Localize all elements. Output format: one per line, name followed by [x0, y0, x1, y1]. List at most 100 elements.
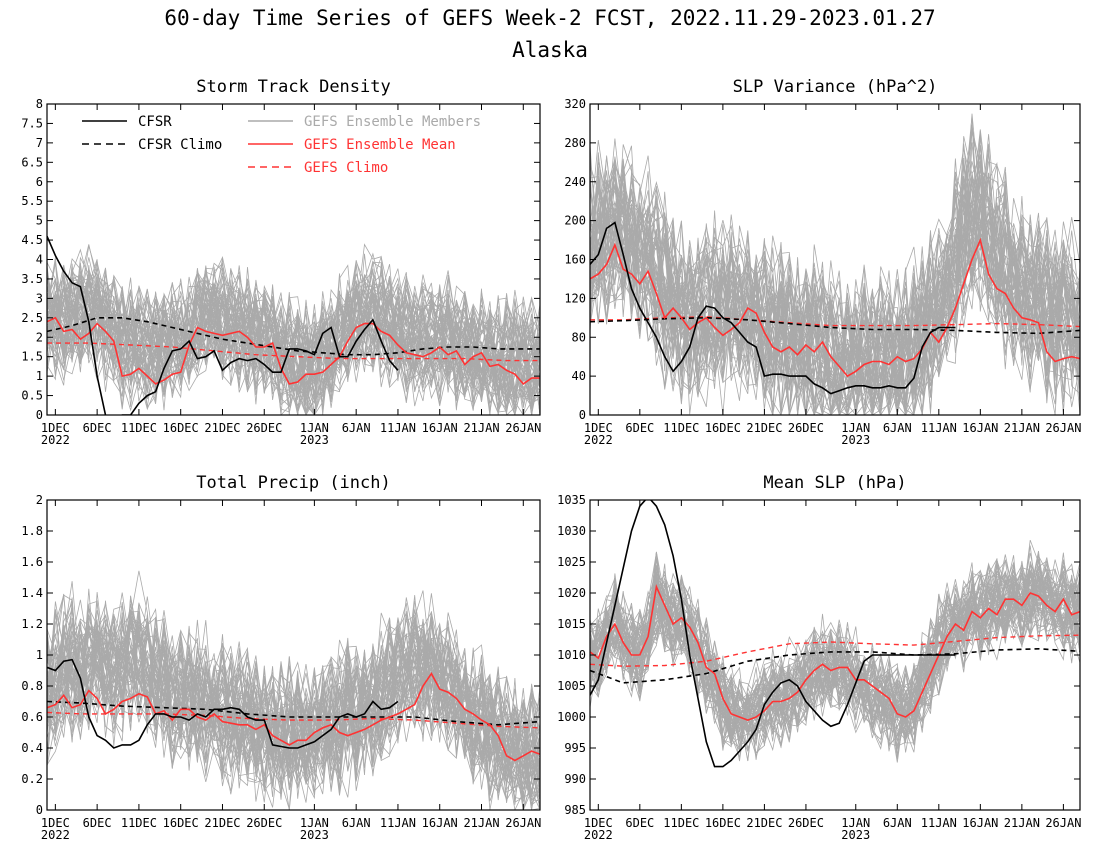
ensemble-member-line: [590, 172, 1080, 415]
y-tick-label: 240: [564, 175, 586, 189]
ensemble-member-line: [590, 563, 1080, 746]
x-tick-label: 26DEC: [246, 816, 282, 830]
y-tick-label: 0.6: [21, 710, 43, 724]
ensemble-member-line: [47, 263, 540, 415]
ensemble-member-line: [590, 154, 1080, 415]
y-tick-label: 280: [564, 136, 586, 150]
x-tick-year-label: 2023: [300, 828, 329, 842]
x-tick-label: 26DEC: [788, 421, 824, 435]
y-tick-label: 1025: [557, 555, 586, 569]
ensemble-member-line: [590, 561, 1080, 751]
x-tick-label: 6DEC: [83, 421, 112, 435]
ensemble-member-line: [47, 600, 540, 788]
y-tick-label: 5: [36, 214, 43, 228]
y-tick-label: 5.5: [21, 194, 43, 208]
y-tick-label: 1.6: [21, 555, 43, 569]
y-tick-label: 1030: [557, 524, 586, 538]
ensemble-members: [590, 113, 1080, 415]
panels: Storm Track Density 0 0.5 1 1.5 2 2.5 3 3.5 4 4.5 5…: [21, 77, 1081, 842]
y-tick-label: 1: [36, 648, 43, 662]
x-tick-label: 1DEC: [41, 816, 70, 830]
y-tick-label: 0.2: [21, 772, 43, 786]
ensemble-member-line: [590, 560, 1080, 751]
x-tick-label: 21DEC: [746, 816, 782, 830]
x-tick-label: 1DEC: [584, 421, 613, 435]
ensemble-member-line: [590, 563, 1080, 735]
y-tick-label: 6.5: [21, 155, 43, 169]
y-tick-label: 4: [36, 253, 43, 267]
figure-subtitle: Alaska: [512, 38, 588, 62]
x-tick-label: 16JAN: [422, 421, 458, 435]
x-tick-label: 1JAN: [841, 816, 870, 830]
series-gefs-ensemble-mean: [590, 237, 1080, 378]
series-gefs-ensemble-mean: [47, 672, 540, 762]
ensemble-member-line: [47, 269, 540, 410]
y-tick-label: 1020: [557, 586, 586, 600]
ensemble-members: [590, 539, 1080, 763]
ensemble-member-line: [47, 609, 540, 810]
legend-label-members: GEFS Ensemble Members: [304, 114, 481, 130]
y-tick-label: 4.5: [21, 233, 43, 247]
ensemble-member-line: [47, 265, 540, 415]
x-tick-label: 6JAN: [342, 816, 371, 830]
y-tick-label: 1005: [557, 679, 586, 693]
x-tick-year-label: 2023: [841, 433, 870, 447]
series-gefs-ensemble-mean: [590, 584, 1080, 721]
legend-label-cfsr-climo: CFSR Climo: [138, 137, 222, 153]
y-tick-label: 0.4: [21, 741, 43, 755]
series-cfsr: [47, 235, 399, 415]
x-tick-label: 11DEC: [663, 421, 699, 435]
x-tick-label: 26JAN: [505, 421, 541, 435]
x-tick-label: 1JAN: [300, 421, 329, 435]
legend-label-gefs-climo: GEFS Climo: [304, 160, 388, 176]
x-tick-label: 26DEC: [246, 421, 282, 435]
y-tick-label: 120: [564, 291, 586, 305]
x-tick-label: 16DEC: [163, 816, 199, 830]
y-tick-label: 2: [36, 330, 43, 344]
x-tick-year-label: 2022: [41, 828, 70, 842]
ensemble-member-line: [47, 265, 540, 415]
x-tick-label: 16DEC: [705, 816, 741, 830]
x-tick-label: 11DEC: [121, 816, 157, 830]
x-tick-label: 6DEC: [625, 816, 654, 830]
x-tick-label: 6JAN: [883, 816, 912, 830]
legend-label-mean: GEFS Ensemble Mean: [304, 137, 456, 153]
series-cfsr: [590, 221, 956, 395]
panel-precip: Total Precip (inch) 0 0.2 0.4 0.6 0.8 1 1.2 1.4 1…: [21, 473, 541, 842]
y-tick-label: 40: [572, 369, 586, 383]
x-tick-year-label: 2023: [841, 828, 870, 842]
y-tick-label: 8: [36, 97, 43, 111]
ensemble-member-line: [590, 569, 1080, 745]
x-tick-year-label: 2022: [584, 828, 613, 842]
ensemble-member-line: [590, 166, 1080, 415]
x-tick-label: 21DEC: [204, 816, 240, 830]
x-tick-label: 26JAN: [1045, 816, 1081, 830]
panel-title: Storm Track Density: [196, 77, 390, 97]
ensemble-member-line: [590, 568, 1080, 748]
x-tick-label: 16DEC: [163, 421, 199, 435]
y-tick-label: 1.8: [21, 524, 43, 538]
x-tick-label: 11DEC: [121, 421, 157, 435]
y-tick-label: 1: [36, 369, 43, 383]
x-tick-year-label: 2023: [300, 433, 329, 447]
series-cfsr-climo: [47, 316, 540, 356]
y-tick-label: 3: [36, 291, 43, 305]
y-tick-label: 0.5: [21, 389, 43, 403]
ensemble-member-line: [590, 124, 1080, 415]
x-tick-label: 16JAN: [422, 816, 458, 830]
y-tick-label: 200: [564, 214, 586, 228]
y-tick-label: 1.4: [21, 586, 43, 600]
x-tick-year-label: 2022: [584, 433, 613, 447]
y-tick-label: 160: [564, 253, 586, 267]
ensemble-member-line: [47, 607, 540, 802]
y-tick-label: 320: [564, 97, 586, 111]
series-gefs-climo: [47, 342, 540, 362]
x-tick-label: 16JAN: [962, 421, 998, 435]
ensemble-member-line: [47, 257, 540, 415]
x-tick-label: 16DEC: [705, 421, 741, 435]
series-gefs-climo: [590, 634, 1080, 667]
y-tick-label: 1035: [557, 493, 586, 507]
y-tick-label: 0: [36, 803, 43, 817]
x-tick-label: 26JAN: [1045, 421, 1081, 435]
